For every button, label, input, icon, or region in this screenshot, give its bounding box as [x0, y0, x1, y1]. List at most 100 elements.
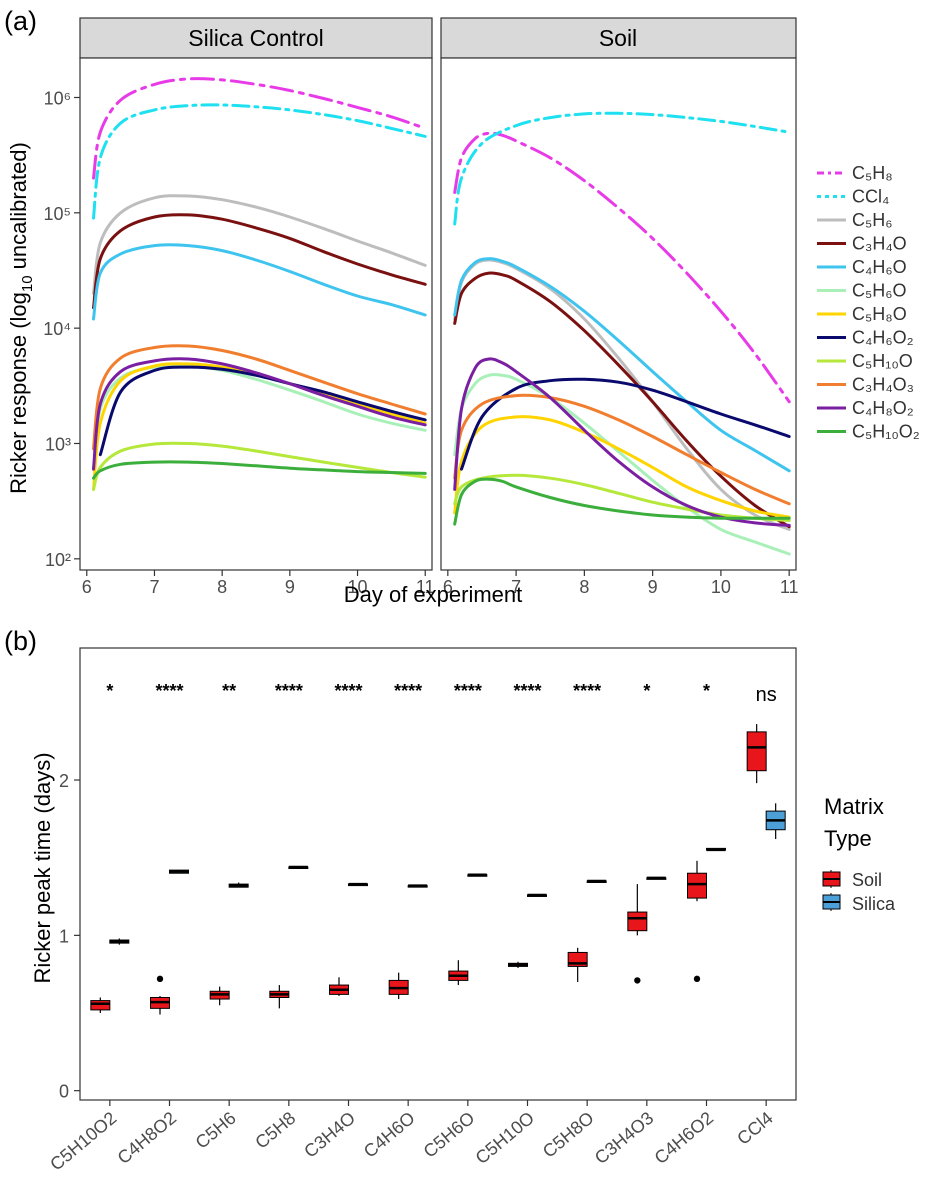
box-iqr — [687, 872, 707, 899]
series-line-c4h8o2 — [453, 357, 791, 527]
panel-a-x-ticks: 6 7 8 9 10 11 6 7 8 9 10 11 — [82, 570, 799, 597]
legend-label-c4h6o: C₄H₆O — [852, 257, 907, 277]
x-tick-label-c5h6: C5H6 — [192, 1108, 240, 1153]
series-line-c5h6 — [92, 194, 427, 295]
box-silica-c5h10o — [527, 893, 547, 897]
strip-label-silica-control: Silica Control — [188, 25, 324, 51]
x-tick-label: 10 — [348, 577, 368, 597]
significance-label-ccl4: ns — [756, 684, 777, 706]
legend-title-type: Type — [824, 826, 872, 851]
series-line-ccl4 — [92, 103, 427, 220]
significance-label-c4h6o: **** — [394, 681, 422, 701]
box-silica-c5h8 — [288, 865, 309, 870]
box-silica-c5h8o — [586, 879, 607, 883]
box-silica-c5h10o2 — [109, 938, 130, 945]
significance-label-c5h6o: **** — [454, 681, 482, 701]
legend-key-silica — [822, 893, 841, 911]
panel-b-letter: (b) — [4, 626, 37, 656]
legend-label-ccl4: CCl₄ — [852, 187, 889, 207]
x-tick-label-c5h6o: C5H6O — [420, 1108, 479, 1162]
x-tick-label-c4h6o2: C4H6O2 — [651, 1108, 718, 1168]
panel-a-letter: (a) — [4, 6, 37, 36]
series-line-c5h6o — [453, 373, 791, 556]
box-soil-c4h6o — [388, 972, 409, 1000]
box-soil-c5h8 — [269, 985, 290, 1009]
series-line-c5h8o — [92, 362, 427, 491]
lines-soil — [453, 111, 791, 556]
series-line-c4h6o2 — [460, 377, 791, 471]
box-soil-c5h8o — [567, 947, 588, 982]
facet-silica: Silica Control — [79, 17, 433, 571]
box-soil-c5h10o2 — [90, 997, 111, 1014]
legend-label-soil: Soil — [852, 870, 882, 890]
legend-label-c5h10o2: C₅H₁₀O₂ — [852, 422, 920, 442]
legend-label-c5h10o: C₅H₁₀O — [852, 351, 913, 371]
plot-area-silica-control — [79, 57, 433, 571]
series-line-c4h6o — [92, 243, 427, 321]
box-iqr — [90, 1000, 111, 1011]
significance-label-c4h6o2: * — [703, 681, 710, 701]
y-tick-label: 10² — [45, 550, 71, 570]
series-line-c5h8o — [453, 415, 791, 519]
panel-b-legend: Matrix Type Soil Silica — [822, 794, 896, 914]
significance-label-c5h6: ** — [222, 681, 236, 701]
strip-label-soil: Soil — [599, 25, 637, 51]
legend-label-c5h6: C₅H₆ — [852, 210, 893, 230]
box-soil-c5h6o — [448, 960, 469, 986]
box-outlier — [634, 977, 641, 984]
legend-label-silica: Silica — [852, 894, 896, 914]
significance-label-c5h8o: **** — [573, 681, 601, 701]
legend-label-c5h6o: C₅H₆O — [852, 281, 907, 301]
plot-area-soil — [440, 57, 797, 571]
box-silica-c3h4o3 — [646, 876, 667, 880]
box-soil-c5h10o — [508, 961, 528, 968]
x-tick-label: 9 — [648, 577, 658, 597]
box-silica-c5h6o — [467, 873, 488, 877]
x-tick-label-c5h10o2: C5H10O2 — [46, 1108, 120, 1175]
series-line-c3h4o3 — [453, 393, 791, 506]
significance-label-c5h10o2: * — [106, 681, 113, 701]
x-tick-label: 10 — [711, 577, 731, 597]
series-line-ccl4 — [453, 111, 791, 226]
box-outlier — [156, 975, 164, 983]
series-line-c3h4o3 — [92, 344, 427, 451]
x-tick-label: 8 — [579, 577, 589, 597]
panel-a-y-ticks: 10² 10³ 10⁴ 10⁵ 10⁶ — [43, 88, 80, 570]
y-tick-label: 10⁶ — [44, 88, 71, 108]
legend-label-c5h8o: C₅H₈O — [852, 304, 907, 324]
x-tick-label: 11 — [780, 577, 799, 597]
x-tick-label-c5h10o: C5H10O — [472, 1108, 539, 1168]
series-line-c3h4o — [92, 213, 427, 310]
x-tick-label: 6 — [443, 577, 453, 597]
x-tick-label-c3h4o: C3H4O — [300, 1108, 359, 1162]
series-line-c3h4o — [453, 271, 791, 529]
panel-a-y-axis-title: Ricker response (log10 uncalibrated) — [6, 142, 36, 494]
box-iqr — [627, 911, 648, 932]
box-silica-c3h4o — [348, 882, 368, 887]
x-tick-label: 7 — [149, 577, 159, 597]
series-line-c5h10o — [92, 441, 427, 491]
legend-label-c3h4o: C₃H₄O — [852, 234, 907, 254]
box-soil-c3h4o — [329, 977, 349, 996]
legend-label-c4h6o2: C₄H₆O₂ — [852, 328, 914, 348]
y-tick-label: 2 — [59, 771, 69, 791]
y-tick-label: 10⁴ — [43, 319, 71, 339]
y-tick-label: 10⁵ — [44, 204, 71, 224]
legend-label-c5h8: C₅H₈ — [852, 163, 893, 183]
strip-silica-control — [79, 17, 433, 59]
panel-b-y-ticks: 0 1 2 — [59, 771, 80, 1102]
x-tick-label-c3h4o3: C3H4O3 — [591, 1108, 658, 1168]
series-line-c5h8 — [453, 131, 791, 404]
significance-label-c4h8o2: **** — [155, 681, 183, 701]
box-silica-c4h6o — [407, 884, 428, 888]
panel-a-x-axis-title: Day of experiment — [344, 582, 523, 607]
y-tick-label: 10³ — [45, 434, 71, 454]
legend-key-soil — [822, 870, 841, 888]
box-soil-c3h4o3 — [627, 884, 648, 984]
box-soil-c5h6 — [209, 986, 230, 1006]
box-soil-c4h8o2 — [150, 975, 170, 1015]
series-line-c5h8 — [92, 77, 427, 180]
x-tick-label-c5h8: C5H8 — [251, 1108, 299, 1153]
